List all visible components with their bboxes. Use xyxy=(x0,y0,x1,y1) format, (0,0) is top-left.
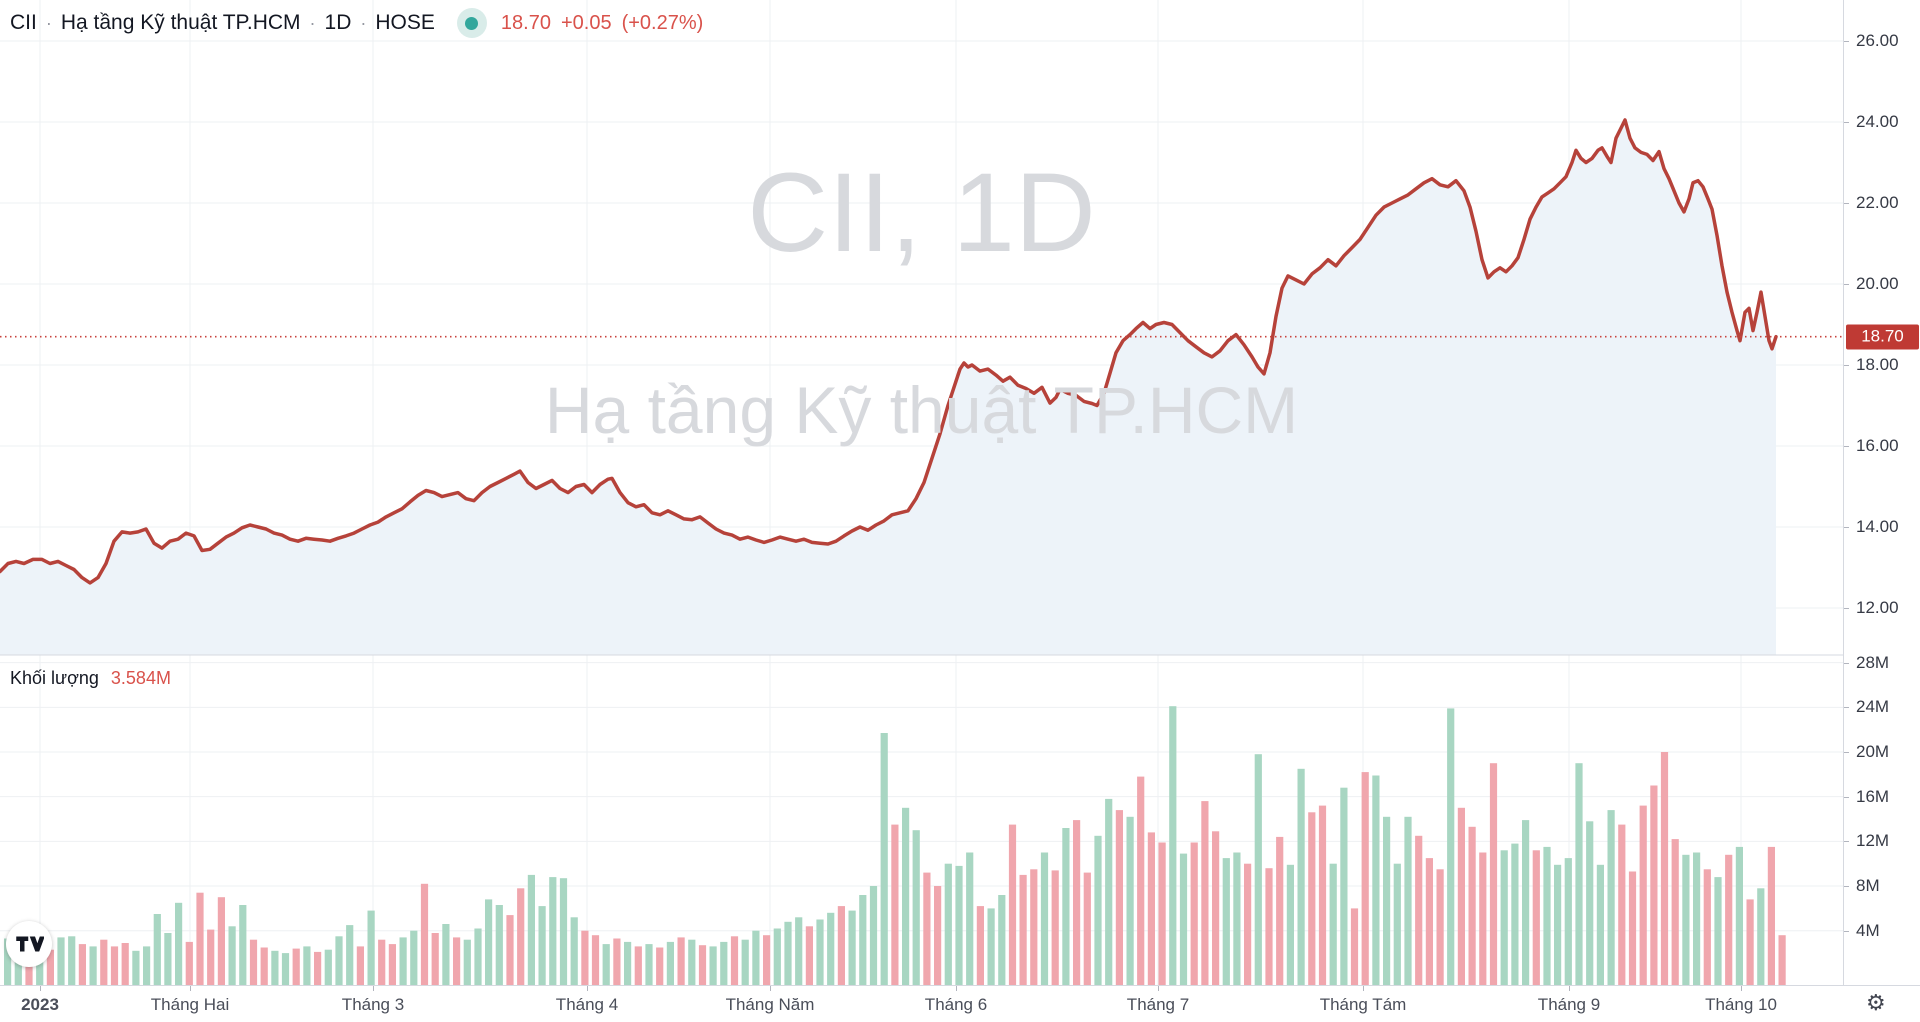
price-axis-label: 14.00 xyxy=(1856,517,1899,536)
axis-tick xyxy=(190,986,191,991)
price-axis-label: 18.00 xyxy=(1856,355,1899,374)
change-percent: (+0.27%) xyxy=(621,11,704,34)
axis-tick xyxy=(1158,986,1159,991)
volume-axis-label: 12M xyxy=(1856,831,1890,851)
axis-tick xyxy=(1363,986,1364,991)
company-name[interactable]: Hạ tầng Kỹ thuật TP.HCM xyxy=(60,11,301,34)
axis-tick xyxy=(956,986,957,991)
price-axis-label: 16.00 xyxy=(1856,436,1899,455)
separator-dot: · xyxy=(309,12,316,33)
time-axis-label: Tháng Tám xyxy=(1319,995,1407,1014)
axis-tick xyxy=(1844,41,1849,42)
axis-tick xyxy=(1844,662,1849,664)
axis-tick xyxy=(1844,527,1849,528)
axis-tick xyxy=(1844,930,1849,932)
separator-dot: · xyxy=(360,12,367,33)
axis-tick xyxy=(1844,284,1849,285)
axis-tick xyxy=(1844,122,1849,123)
time-axis-label: Tháng Hai xyxy=(150,995,230,1014)
axis-tick xyxy=(1844,365,1849,366)
axis-tick xyxy=(1844,841,1849,843)
time-axis-label: Tháng 10 xyxy=(1705,995,1777,1014)
volume-axis-label: 24M xyxy=(1856,697,1890,717)
market-status-dot-icon xyxy=(465,16,479,30)
price-axis-label: 24.00 xyxy=(1856,112,1899,131)
interval-label[interactable]: 1D xyxy=(324,11,352,34)
last-price-value: 18.70 xyxy=(500,11,551,34)
time-axis-label: 2023 xyxy=(21,995,59,1014)
volume-axis-label: 8M xyxy=(1856,876,1880,896)
axis-tick xyxy=(373,986,374,991)
last-price-badge: 18.70 xyxy=(1846,324,1919,350)
time-axis-label: Tháng 7 xyxy=(1126,995,1190,1014)
axis-tick xyxy=(1569,986,1570,991)
change-value: +0.05 xyxy=(560,11,612,34)
price-axis[interactable]: 18.70 26.00 24.00 22.00 20.00 18.00 16.00 14.0… xyxy=(1843,0,1920,985)
symbol-name[interactable]: CII xyxy=(10,11,37,34)
axis-tick xyxy=(1844,707,1849,709)
volume-value: 3.584M xyxy=(110,668,171,688)
price-axis-label: 12.00 xyxy=(1856,598,1899,617)
axis-tick xyxy=(1844,446,1849,447)
axis-tick xyxy=(1844,886,1849,888)
axis-tick xyxy=(587,986,588,991)
volume-axis-label: 28M xyxy=(1856,652,1890,672)
axis-tick xyxy=(1741,986,1742,991)
volume-axis-label: 4M xyxy=(1856,920,1880,940)
axis-tick xyxy=(1844,203,1849,204)
axis-tick xyxy=(1844,752,1849,753)
time-axis[interactable]: 2023 Tháng Hai Tháng 3 Tháng 4 Tháng Năm Thán… xyxy=(0,985,1920,1022)
volume-axis-label: 16M xyxy=(1856,786,1890,806)
gear-icon[interactable]: ⚙ xyxy=(1866,991,1886,1016)
axis-tick xyxy=(770,986,771,991)
volume-label: Khối lượng xyxy=(10,668,99,688)
volume-axis-label: 20M xyxy=(1856,742,1890,761)
time-axis-label: Tháng 9 xyxy=(1537,995,1601,1014)
price-axis-label: 26.00 xyxy=(1856,31,1899,50)
tradingview-logo-icon[interactable] xyxy=(6,921,52,967)
axis-tick xyxy=(1844,796,1849,798)
price-axis-label: 22.00 xyxy=(1856,193,1899,212)
symbol-legend[interactable]: CII · Hạ tầng Kỹ thuật TP.HCM · 1D · HOS… xyxy=(10,8,703,38)
price-change-readout: 18.70 +0.05 (+0.27%) xyxy=(501,12,703,35)
axis-tick xyxy=(40,986,41,991)
time-axis-label: Tháng 3 xyxy=(341,995,405,1014)
volume-legend[interactable]: Khối lượng 3.584M xyxy=(10,668,171,689)
separator-dot: · xyxy=(45,12,52,33)
market-status-halo[interactable] xyxy=(456,8,487,38)
axis-tick xyxy=(1844,608,1849,609)
time-axis-label: Tháng 6 xyxy=(924,995,988,1014)
price-axis-label: 20.00 xyxy=(1856,274,1899,293)
exchange-label[interactable]: HOSE xyxy=(375,11,435,34)
time-axis-label: Tháng 4 xyxy=(555,995,619,1014)
time-axis-label: Tháng Năm xyxy=(725,995,815,1014)
